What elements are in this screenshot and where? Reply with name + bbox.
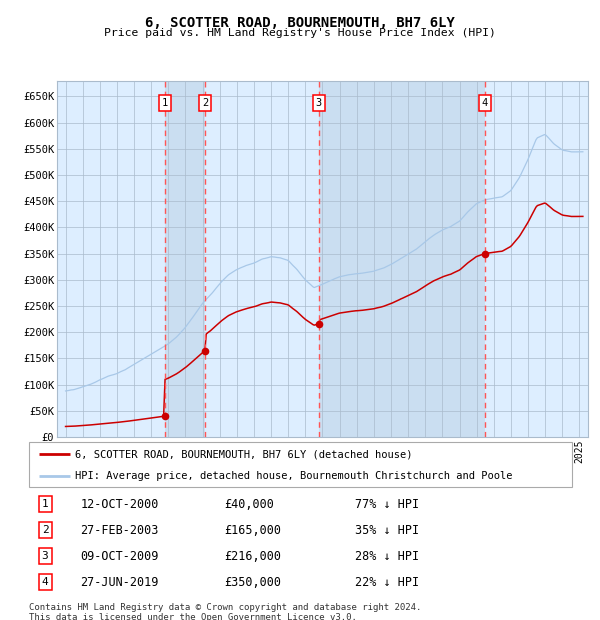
Text: 4: 4 <box>42 577 49 587</box>
Text: 27-FEB-2003: 27-FEB-2003 <box>80 524 159 536</box>
Text: £350,000: £350,000 <box>224 576 281 588</box>
Text: 6, SCOTTER ROAD, BOURNEMOUTH, BH7 6LY (detached house): 6, SCOTTER ROAD, BOURNEMOUTH, BH7 6LY (d… <box>75 449 412 459</box>
Text: 4: 4 <box>482 98 488 108</box>
Bar <box>319 81 485 437</box>
Text: 35% ↓ HPI: 35% ↓ HPI <box>355 524 419 536</box>
Text: 22% ↓ HPI: 22% ↓ HPI <box>355 576 419 588</box>
Text: £216,000: £216,000 <box>224 550 281 562</box>
Text: 28% ↓ HPI: 28% ↓ HPI <box>355 550 419 562</box>
Text: Contains HM Land Registry data © Crown copyright and database right 2024.
This d: Contains HM Land Registry data © Crown c… <box>29 603 421 620</box>
Text: 3: 3 <box>42 551 49 561</box>
Text: 1: 1 <box>161 98 168 108</box>
Text: £165,000: £165,000 <box>224 524 281 536</box>
Bar <box>165 81 205 437</box>
Text: 2: 2 <box>42 525 49 535</box>
Text: 2: 2 <box>202 98 208 108</box>
Text: 27-JUN-2019: 27-JUN-2019 <box>80 576 159 588</box>
Text: 3: 3 <box>316 98 322 108</box>
Text: 6, SCOTTER ROAD, BOURNEMOUTH, BH7 6LY: 6, SCOTTER ROAD, BOURNEMOUTH, BH7 6LY <box>145 16 455 30</box>
Text: 1: 1 <box>42 499 49 509</box>
Text: £40,000: £40,000 <box>224 498 274 510</box>
Text: HPI: Average price, detached house, Bournemouth Christchurch and Poole: HPI: Average price, detached house, Bour… <box>75 471 512 482</box>
Text: Price paid vs. HM Land Registry's House Price Index (HPI): Price paid vs. HM Land Registry's House … <box>104 28 496 38</box>
Text: 09-OCT-2009: 09-OCT-2009 <box>80 550 159 562</box>
Text: 77% ↓ HPI: 77% ↓ HPI <box>355 498 419 510</box>
FancyBboxPatch shape <box>29 442 572 487</box>
Text: 12-OCT-2000: 12-OCT-2000 <box>80 498 159 510</box>
